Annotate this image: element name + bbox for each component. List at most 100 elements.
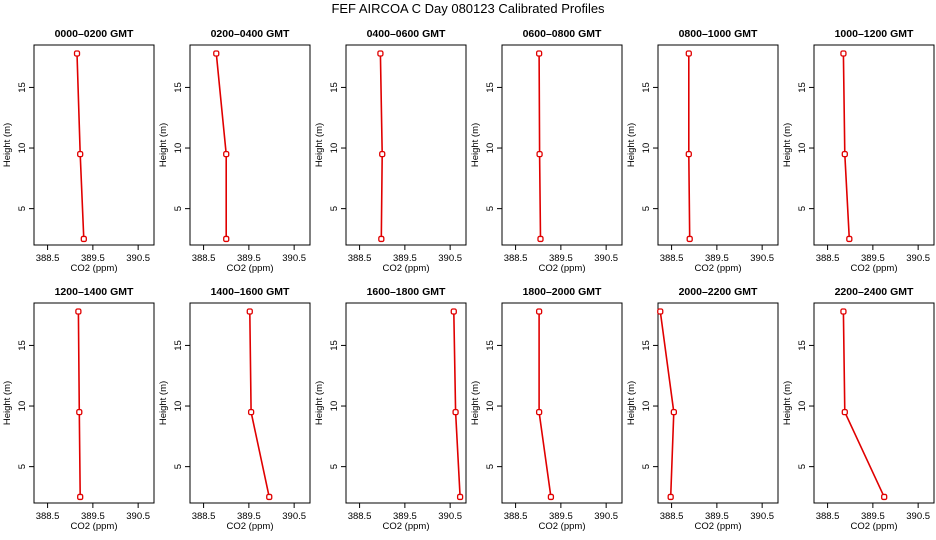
- plot-frame: [657, 302, 779, 504]
- y-tick-label: 15: [485, 82, 496, 93]
- x-tick-label: 389.5: [237, 253, 261, 264]
- x-tick-label: 388.5: [348, 253, 372, 264]
- x-axis-label: CO2 (ppm): [227, 521, 274, 532]
- y-tick-label: 5: [641, 206, 652, 211]
- panel-title: 0200–0400 GMT: [211, 28, 290, 40]
- data-point: [670, 408, 677, 416]
- y-tick-label: 15: [173, 340, 184, 351]
- x-tick-label: 389.5: [549, 511, 573, 522]
- x-axis-label: CO2 (ppm): [539, 263, 586, 274]
- profile-panel: 0200–0400 GMT 388.5 389.5 390.5 5 10 15 CO2 (pp…: [158, 28, 311, 274]
- y-tick-label: 5: [641, 464, 652, 469]
- x-tick-label: 389.5: [81, 511, 105, 522]
- x-tick-label: 390.5: [438, 253, 462, 264]
- data-point: [685, 50, 692, 57]
- y-axis-label: Height (m): [626, 123, 637, 167]
- data-point: [657, 308, 664, 315]
- y-tick-label: 10: [17, 143, 28, 154]
- panel-title: 2200–2400 GMT: [835, 286, 914, 298]
- y-axis-label: Height (m): [626, 381, 637, 425]
- data-point: [213, 50, 220, 57]
- y-axis-label: Height (m): [782, 123, 793, 167]
- profile-panel: 2000–2200 GMT 388.5 389.5 390.5 5 10 15 CO2 (pp…: [626, 286, 779, 532]
- x-axis-label: CO2 (ppm): [71, 521, 118, 532]
- x-axis-label: CO2 (ppm): [695, 521, 742, 532]
- x-tick-label: 388.5: [192, 253, 216, 264]
- data-point: [247, 408, 255, 416]
- profile-line: [842, 53, 851, 239]
- y-axis-label: Height (m): [470, 381, 481, 425]
- data-point: [377, 50, 384, 57]
- y-tick-label: 15: [173, 82, 184, 93]
- profile-line: [215, 53, 227, 239]
- profile-panel: 2200–2400 GMT 388.5 389.5 390.5 5 10 15 CO2 (pp…: [782, 286, 935, 532]
- plot-frame: [657, 44, 779, 246]
- x-tick-label: 388.5: [660, 511, 684, 522]
- y-tick-label: 10: [641, 143, 652, 154]
- profile-line: [249, 311, 270, 498]
- x-tick-label: 390.5: [906, 511, 930, 522]
- y-tick-label: 10: [641, 401, 652, 412]
- profile-panel: 1600–1800 GMT 388.5 389.5 390.5 5 10 15 CO2 (pp…: [314, 286, 467, 532]
- y-tick-label: 5: [329, 206, 340, 211]
- x-tick-label: 388.5: [660, 253, 684, 264]
- data-point: [379, 150, 386, 158]
- data-point: [537, 235, 544, 243]
- y-tick-label: 10: [17, 401, 28, 412]
- data-point: [841, 150, 848, 158]
- x-tick-label: 388.5: [36, 253, 60, 264]
- y-tick-label: 5: [797, 464, 808, 469]
- x-tick-label: 390.5: [282, 253, 306, 264]
- data-point: [881, 493, 888, 501]
- panel-title: 1000–1200 GMT: [835, 28, 914, 40]
- y-axis-label: Height (m): [158, 381, 169, 425]
- profile-panel: 1400–1600 GMT 388.5 389.5 390.5 5 10 15 CO2 (pp…: [158, 286, 311, 532]
- profile-line: [538, 311, 552, 498]
- panel-title: 1800–2000 GMT: [523, 286, 602, 298]
- x-tick-label: 388.5: [192, 511, 216, 522]
- data-point: [840, 308, 847, 315]
- data-point: [456, 493, 464, 501]
- x-axis-label: CO2 (ppm): [539, 521, 586, 532]
- y-tick-label: 15: [641, 82, 652, 93]
- y-tick-label: 15: [797, 340, 808, 351]
- data-point: [378, 235, 385, 243]
- data-point: [536, 150, 543, 158]
- x-tick-label: 390.5: [750, 253, 774, 264]
- y-tick-label: 5: [485, 206, 496, 211]
- x-tick-label: 389.5: [393, 253, 417, 264]
- x-tick-label: 390.5: [594, 253, 618, 264]
- data-point: [841, 408, 848, 416]
- x-tick-label: 389.5: [861, 253, 885, 264]
- data-point: [535, 408, 543, 416]
- profile-panel: 0400–0600 GMT 388.5 389.5 390.5 5 10 15 CO2 (pp…: [314, 28, 467, 274]
- x-tick-label: 388.5: [504, 253, 528, 264]
- y-tick-label: 10: [797, 143, 808, 154]
- x-tick-label: 389.5: [861, 511, 885, 522]
- data-point: [75, 308, 82, 315]
- x-tick-label: 390.5: [126, 253, 150, 264]
- data-point: [246, 308, 253, 315]
- y-tick-label: 5: [173, 464, 184, 469]
- panel-title: 0600–0800 GMT: [523, 28, 602, 40]
- panel-title: 1600–1800 GMT: [367, 286, 446, 298]
- profile-panel: 1200–1400 GMT 388.5 389.5 390.5 5 10 15 CO2 (pp…: [2, 286, 155, 532]
- y-tick-label: 5: [17, 206, 28, 211]
- data-point: [685, 150, 692, 158]
- y-axis-label: Height (m): [2, 381, 13, 425]
- plot-frame: [33, 302, 155, 504]
- y-axis-label: Height (m): [470, 123, 481, 167]
- data-point: [840, 50, 847, 57]
- y-tick-label: 10: [797, 401, 808, 412]
- x-tick-label: 389.5: [705, 511, 729, 522]
- profile-line: [379, 53, 384, 239]
- y-tick-label: 10: [329, 143, 340, 154]
- profile-line: [687, 53, 691, 239]
- profile-line: [659, 311, 675, 497]
- plot-frame: [813, 44, 935, 246]
- profile-panel: 1000–1200 GMT 388.5 389.5 390.5 5 10 15 CO2 (pp…: [782, 28, 935, 274]
- plot-frame: [501, 302, 623, 504]
- profile-line: [538, 53, 542, 239]
- x-tick-label: 390.5: [750, 511, 774, 522]
- y-axis-label: Height (m): [782, 381, 793, 425]
